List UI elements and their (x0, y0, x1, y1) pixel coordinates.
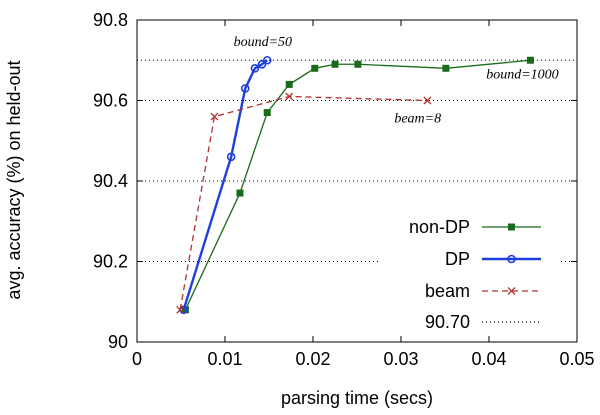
series-beam-marker (176, 305, 185, 314)
series-layer (137, 55, 577, 315)
x-tick-label: 0.02 (295, 349, 330, 369)
series-non-dp-marker (354, 60, 362, 68)
series-non-dp-marker (526, 56, 534, 64)
legend-non-dp-marker (508, 223, 515, 231)
axes: 0 0.01 0.02 0.03 0.04 0.05 90 90.2 90.4 90.6 90.8 (93, 10, 595, 369)
series-non-dp-marker (442, 64, 450, 72)
legend-label-90-70: 90.70 (425, 312, 470, 332)
annotations: bound=50 bound=1000 beam=8 (234, 35, 559, 126)
legend-label-beam: beam (425, 281, 470, 301)
x-tick-label: 0.04 (471, 349, 506, 369)
annotation: beam=8 (394, 112, 441, 127)
series-non-dp-marker (311, 64, 319, 72)
series-non-dp-marker (236, 189, 244, 197)
x-tick-label: 0.05 (559, 349, 594, 369)
series-beam-marker (210, 112, 219, 121)
series-line-dp (182, 59, 268, 311)
annotation: bound=1000 (486, 67, 558, 82)
x-tick-label: 0 (132, 349, 142, 369)
horizontal-reference-lines (137, 100, 577, 262)
series-line-non-dp (184, 59, 531, 311)
annotation: bound=50 (234, 35, 292, 50)
y-tick-label: 90.6 (93, 91, 128, 111)
series-dp-marker (257, 59, 267, 69)
series-dp-marker (262, 55, 272, 65)
series-beam-marker (423, 96, 432, 105)
series-non-dp (181, 56, 534, 314)
x-axis-label: parsing time (secs) (281, 388, 433, 408)
y-tick-label: 90.8 (93, 10, 128, 30)
series-dp-marker (250, 64, 260, 73)
series-line-beam (179, 95, 428, 310)
y-tick-label: 90.4 (93, 171, 128, 191)
x-tick-label: 0.01 (207, 349, 242, 369)
y-axis-label: avg. accuracy (%) on held-out (4, 60, 24, 299)
y-tick-label: 90.2 (93, 252, 128, 272)
x-tick-label: 0.03 (383, 349, 418, 369)
series-non-dp-marker (181, 306, 189, 314)
series-dp-marker (226, 152, 236, 162)
legend-label-non-dp: non-DP (409, 217, 470, 237)
series-dp-marker (240, 84, 250, 93)
y-tick-label: 90 (108, 332, 128, 352)
legend-dp-marker (507, 254, 516, 264)
series-beam (176, 92, 432, 314)
legend: non-DP DP beam 90.70 (409, 217, 541, 332)
series-non-dp-marker (285, 80, 293, 88)
series-non-dp-marker (263, 109, 271, 117)
series-beam-marker (285, 92, 294, 101)
series-dp (179, 55, 272, 315)
legend-label-dp: DP (445, 249, 470, 269)
legend-beam-marker (507, 287, 516, 295)
series-non-dp-marker (331, 60, 339, 68)
